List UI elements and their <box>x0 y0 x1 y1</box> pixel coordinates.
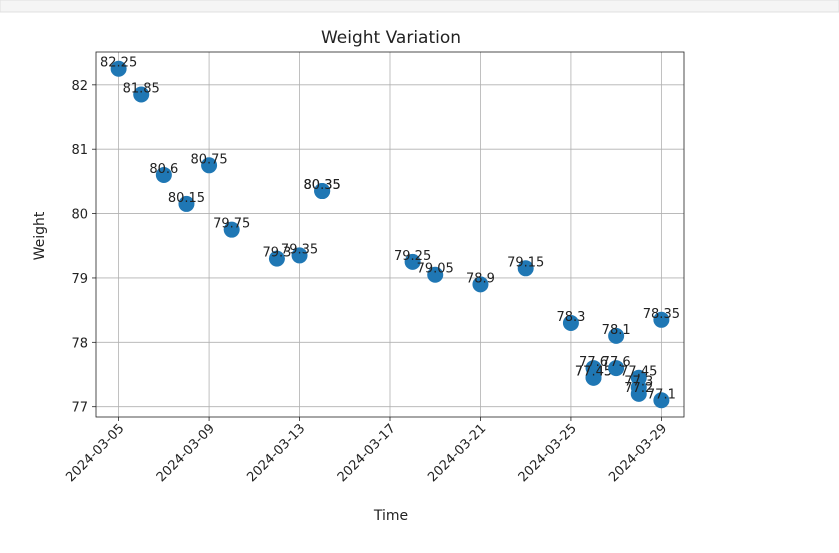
point <box>562 315 579 332</box>
data-label: 77.3 <box>624 374 653 389</box>
point <box>201 157 218 174</box>
x-tick-label: 2024-03-25 <box>516 421 580 485</box>
data-label: 79.3 <box>262 246 291 261</box>
data-label: 80.35 <box>304 178 341 193</box>
data-label: 77.6 <box>602 355 631 370</box>
y-tick-label: 77 <box>71 401 88 416</box>
point <box>404 253 421 270</box>
data-label: 77.1 <box>647 387 676 402</box>
point <box>223 221 240 238</box>
chart-title: Weight Variation <box>321 28 461 48</box>
data-label: 77.45 <box>575 365 612 380</box>
point <box>314 183 331 200</box>
point <box>630 385 647 402</box>
x-tick-label: 2024-03-21 <box>425 421 489 485</box>
point <box>472 276 489 293</box>
code-cell <box>0 0 839 13</box>
point <box>268 250 285 267</box>
data-label: 79.15 <box>507 255 544 270</box>
point <box>653 311 670 328</box>
x-tick-label: 2024-03-17 <box>335 421 399 485</box>
y-tick-label: 80 <box>71 208 88 223</box>
data-label: 79.75 <box>213 217 250 232</box>
point <box>653 392 670 409</box>
x-tick-label: 2024-03-29 <box>606 421 670 485</box>
plot-frame <box>95 51 685 418</box>
data-label: 81.85 <box>123 81 160 96</box>
point <box>178 195 195 212</box>
data-label: 79.05 <box>417 262 454 277</box>
data-label: 77.6 <box>579 355 608 370</box>
point <box>427 266 444 283</box>
y-tick-label: 81 <box>71 143 88 158</box>
point <box>517 260 534 277</box>
point <box>291 247 308 264</box>
y-tick-label: 82 <box>71 79 88 94</box>
data-label: 77.2 <box>624 381 653 396</box>
data-label: 79.25 <box>394 249 431 264</box>
point <box>133 86 150 103</box>
point <box>110 60 127 77</box>
x-tick-label: 2024-03-09 <box>154 421 218 485</box>
data-label: 78.3 <box>556 310 585 325</box>
point <box>608 327 625 344</box>
point <box>608 360 625 377</box>
x-tick-label: 2024-03-13 <box>244 421 308 485</box>
point <box>585 369 602 386</box>
data-label: 82.25 <box>100 56 137 71</box>
data-label: 79.35 <box>281 242 318 257</box>
y-axis-label: Weight <box>32 211 48 260</box>
y-tick-label: 79 <box>71 272 88 287</box>
data-label: 78.1 <box>602 323 631 338</box>
data-label: 80.6 <box>149 162 178 177</box>
x-axis-label: Time <box>373 508 408 524</box>
y-tick-label: 78 <box>71 336 88 351</box>
x-tick-label: 2024-03-05 <box>63 421 127 485</box>
point <box>155 166 172 183</box>
data-label: 80.75 <box>190 152 227 167</box>
data-label: 80.15 <box>168 191 205 206</box>
data-label: 78.35 <box>643 307 680 322</box>
data-label: 77.45 <box>620 365 657 380</box>
data-label: 78.9 <box>466 271 495 286</box>
